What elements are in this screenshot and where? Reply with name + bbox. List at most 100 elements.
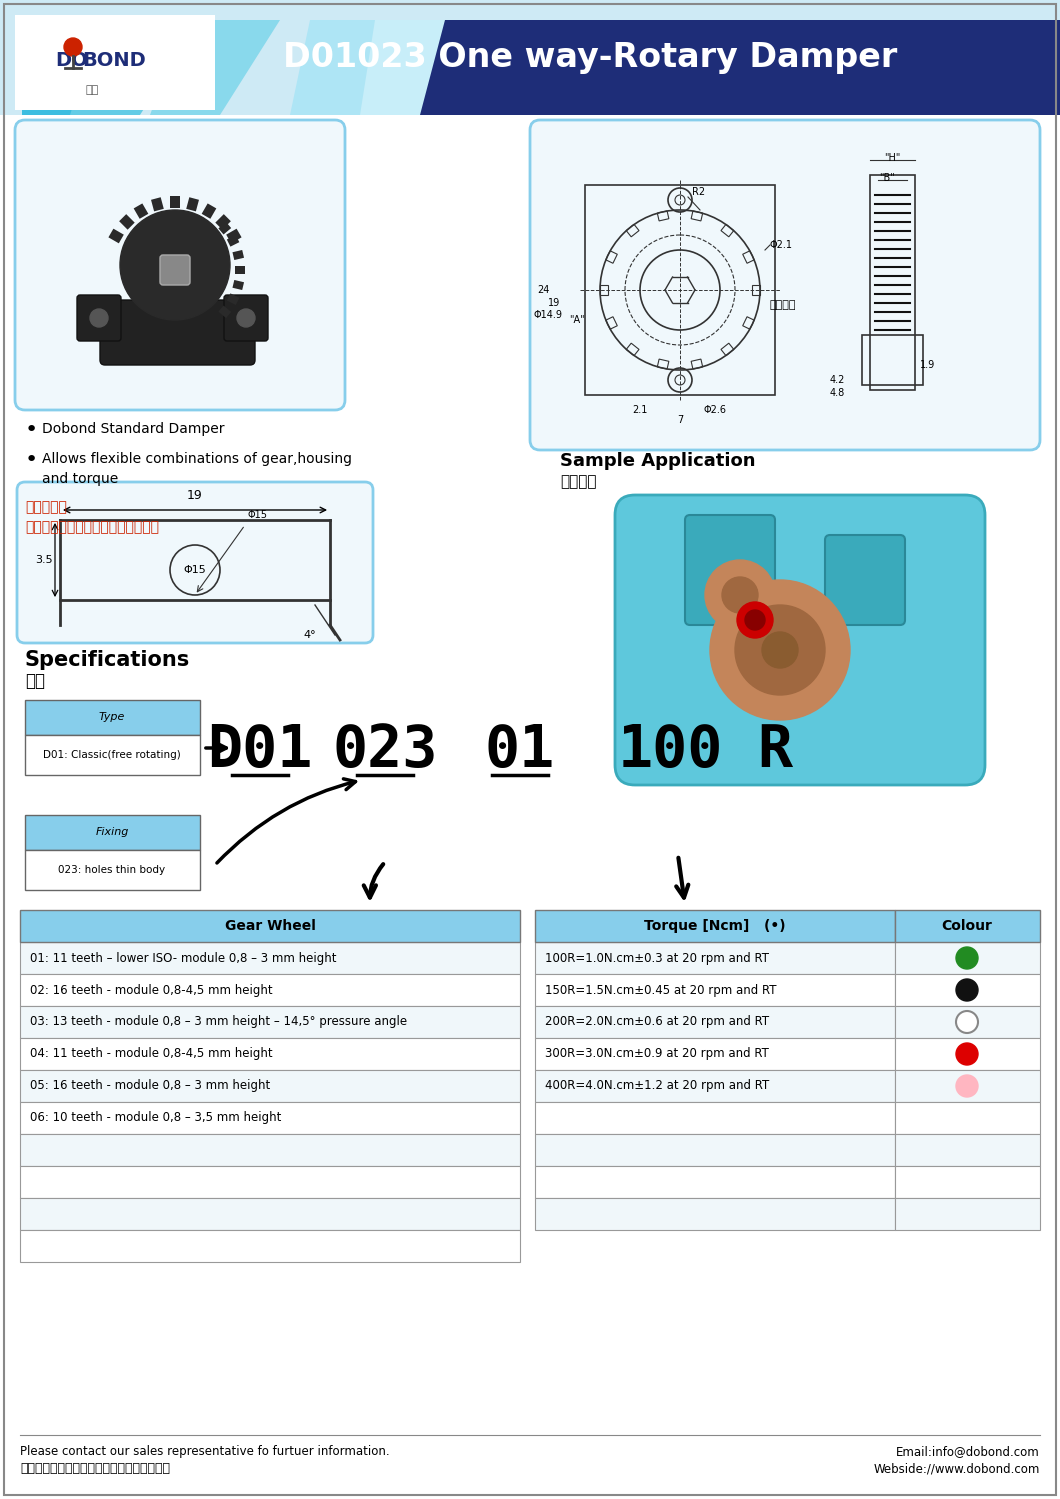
Bar xyxy=(370,19,1060,115)
Bar xyxy=(20,1070,520,1102)
Polygon shape xyxy=(232,250,244,259)
Bar xyxy=(895,910,1040,941)
Bar xyxy=(535,910,895,941)
Text: DO: DO xyxy=(55,51,88,69)
Text: 24: 24 xyxy=(537,285,550,295)
Polygon shape xyxy=(218,306,231,318)
Circle shape xyxy=(90,309,108,327)
FancyBboxPatch shape xyxy=(615,495,985,785)
Bar xyxy=(535,974,895,1006)
Bar xyxy=(895,941,1040,974)
Bar xyxy=(0,0,1060,115)
Text: Specifications: Specifications xyxy=(25,651,190,670)
Polygon shape xyxy=(151,19,280,115)
Text: •: • xyxy=(25,450,38,471)
Circle shape xyxy=(722,577,758,613)
Bar xyxy=(20,1166,520,1198)
Bar xyxy=(895,1198,1040,1231)
Text: 19: 19 xyxy=(548,298,560,307)
FancyBboxPatch shape xyxy=(160,255,190,285)
Bar xyxy=(535,1135,895,1166)
Bar xyxy=(535,1037,895,1070)
Text: Type: Type xyxy=(99,712,125,723)
Text: "B": "B" xyxy=(879,172,895,183)
Bar xyxy=(25,850,200,890)
Text: D01: D01 xyxy=(208,721,313,778)
Bar xyxy=(895,1070,1040,1102)
Text: 04: 11 teeth - module 0,8-4,5 mm height: 04: 11 teeth - module 0,8-4,5 mm height xyxy=(30,1048,272,1060)
Bar xyxy=(895,1166,1040,1198)
Bar xyxy=(15,15,215,109)
FancyBboxPatch shape xyxy=(825,535,905,625)
Text: Φ15: Φ15 xyxy=(247,510,267,520)
Text: 03: 13 teeth - module 0,8 – 3 mm height – 14,5° pressure angle: 03: 13 teeth - module 0,8 – 3 mm height … xyxy=(30,1015,407,1028)
Text: 4°: 4° xyxy=(303,630,316,640)
Text: Torque [Ncm]   (•): Torque [Ncm] (•) xyxy=(644,919,785,932)
Text: 规格: 规格 xyxy=(25,672,45,690)
Text: R2: R2 xyxy=(692,187,705,196)
Polygon shape xyxy=(232,280,244,289)
Text: 100R=1.0N.cm±0.3 at 20 rpm and RT: 100R=1.0N.cm±0.3 at 20 rpm and RT xyxy=(545,952,768,964)
Text: 100: 100 xyxy=(617,721,723,778)
Circle shape xyxy=(762,633,798,669)
Text: 023: holes thin body: 023: holes thin body xyxy=(58,865,165,875)
Text: Gear Wheel: Gear Wheel xyxy=(225,919,316,932)
Text: 300R=3.0N.cm±0.9 at 20 rpm and RT: 300R=3.0N.cm±0.9 at 20 rpm and RT xyxy=(545,1048,768,1060)
Text: 可实现齿轮、底座、扭力的自由装配: 可实现齿轮、底座、扭力的自由装配 xyxy=(25,520,159,534)
Text: Dobond Standard Damper: Dobond Standard Damper xyxy=(42,423,225,436)
FancyBboxPatch shape xyxy=(17,483,373,643)
Text: 200R=2.0N.cm±0.6 at 20 rpm and RT: 200R=2.0N.cm±0.6 at 20 rpm and RT xyxy=(545,1015,770,1028)
Polygon shape xyxy=(22,19,114,115)
Text: 4.8: 4.8 xyxy=(830,388,845,399)
Polygon shape xyxy=(290,19,410,115)
Circle shape xyxy=(237,309,255,327)
Circle shape xyxy=(64,37,82,55)
Polygon shape xyxy=(119,214,135,229)
Polygon shape xyxy=(187,198,199,211)
Polygon shape xyxy=(360,19,445,115)
FancyBboxPatch shape xyxy=(15,120,344,411)
Bar xyxy=(535,1102,895,1135)
Polygon shape xyxy=(227,235,240,247)
Text: 400R=4.0N.cm±1.2 at 20 rpm and RT: 400R=4.0N.cm±1.2 at 20 rpm and RT xyxy=(545,1079,770,1093)
Text: 扭力方向: 扭力方向 xyxy=(770,300,796,310)
Circle shape xyxy=(705,561,775,630)
Text: Φ2.1: Φ2.1 xyxy=(770,240,793,250)
Bar xyxy=(895,1006,1040,1037)
Text: 3.5: 3.5 xyxy=(35,555,53,565)
Text: 度邦标准件: 度邦标准件 xyxy=(25,501,67,514)
Text: "H": "H" xyxy=(884,153,900,163)
Bar xyxy=(20,941,520,974)
Polygon shape xyxy=(134,204,148,219)
Polygon shape xyxy=(620,505,980,775)
Bar xyxy=(20,1006,520,1037)
Bar xyxy=(20,1135,520,1166)
FancyBboxPatch shape xyxy=(224,295,268,340)
Text: and torque: and torque xyxy=(42,472,119,486)
Bar xyxy=(20,974,520,1006)
Bar xyxy=(535,1198,895,1231)
Text: Φ14.9: Φ14.9 xyxy=(533,310,562,319)
Circle shape xyxy=(956,1075,978,1097)
Bar xyxy=(535,1166,895,1198)
Polygon shape xyxy=(70,19,200,115)
Text: Email:info@dobond.com: Email:info@dobond.com xyxy=(897,1445,1040,1459)
Bar xyxy=(20,1198,520,1231)
Text: 023: 023 xyxy=(333,721,438,778)
Circle shape xyxy=(735,606,825,696)
Text: 05: 16 teeth - module 0,8 – 3 mm height: 05: 16 teeth - module 0,8 – 3 mm height xyxy=(30,1079,270,1093)
Text: 01: 11 teeth – lower ISO- module 0,8 – 3 mm height: 01: 11 teeth – lower ISO- module 0,8 – 3… xyxy=(30,952,336,964)
Bar xyxy=(25,700,200,735)
Bar xyxy=(20,1231,520,1262)
Circle shape xyxy=(956,1010,978,1033)
Text: Fixing: Fixing xyxy=(95,827,128,836)
Circle shape xyxy=(710,580,850,720)
Text: Φ15: Φ15 xyxy=(183,565,207,576)
Bar xyxy=(535,941,895,974)
Polygon shape xyxy=(235,265,245,274)
Bar xyxy=(585,184,775,396)
Text: 150R=1.5N.cm±0.45 at 20 rpm and RT: 150R=1.5N.cm±0.45 at 20 rpm and RT xyxy=(545,983,777,997)
Text: Allows flexible combinations of gear,housing: Allows flexible combinations of gear,hou… xyxy=(42,453,352,466)
Polygon shape xyxy=(108,229,124,243)
Polygon shape xyxy=(201,204,216,219)
